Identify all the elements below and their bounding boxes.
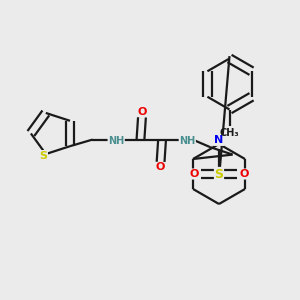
Text: O: O (156, 163, 165, 172)
Text: O: O (189, 169, 199, 179)
Text: CH₃: CH₃ (220, 128, 239, 137)
Text: O: O (137, 107, 147, 117)
Text: NH: NH (108, 136, 124, 146)
Text: NH: NH (179, 136, 195, 146)
Text: N: N (214, 135, 224, 146)
Text: S: S (214, 167, 224, 181)
Text: S: S (39, 151, 47, 160)
Text: O: O (239, 169, 249, 179)
